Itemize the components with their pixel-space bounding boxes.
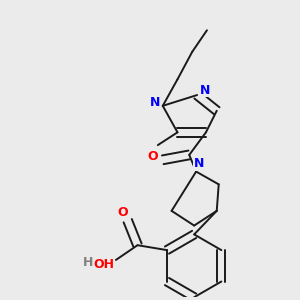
Text: N: N: [200, 84, 210, 97]
Text: O: O: [148, 150, 158, 164]
Text: OH: OH: [94, 258, 115, 271]
Text: N: N: [194, 157, 204, 170]
Text: H: H: [83, 256, 94, 269]
Text: N: N: [150, 96, 160, 110]
Text: O: O: [118, 206, 128, 219]
